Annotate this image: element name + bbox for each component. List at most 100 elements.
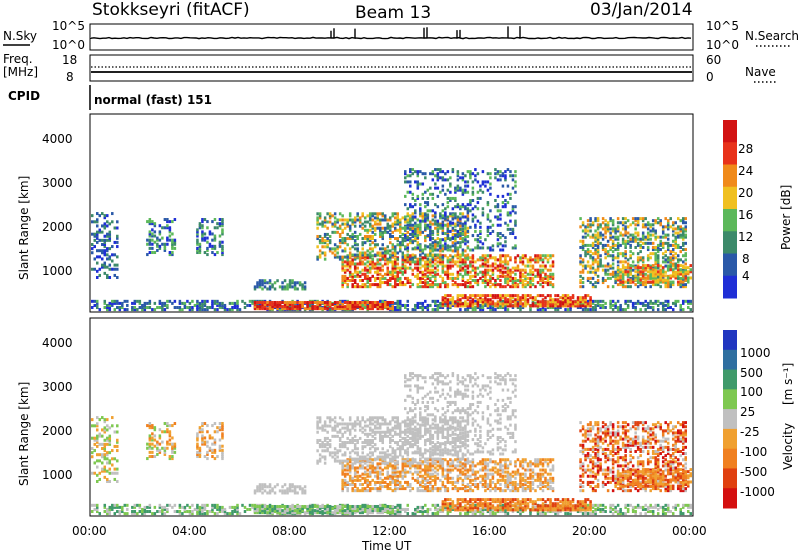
- power-cell: [363, 257, 367, 261]
- velocity-cell: [634, 505, 637, 509]
- velocity-cell: [414, 507, 417, 511]
- velocity-cell: [338, 509, 342, 513]
- power-cell: [541, 254, 545, 258]
- power-cell: [551, 276, 555, 280]
- power-cell: [328, 214, 332, 218]
- velocity-cell: [616, 512, 620, 516]
- power-cell: [394, 251, 397, 255]
- power-cell: [196, 230, 199, 234]
- power-cell: [486, 188, 490, 192]
- power-cell: [351, 232, 354, 236]
- power-cell: [198, 303, 202, 307]
- power-cell: [466, 257, 470, 261]
- power-cell: [594, 239, 597, 243]
- power-cell: [484, 258, 487, 262]
- power-cell: [286, 305, 289, 309]
- velocity-cell: [586, 512, 590, 516]
- power-cell: [536, 272, 540, 276]
- power-cell: [198, 242, 202, 246]
- velocity-cell: [619, 510, 622, 514]
- velocity-cell: [328, 512, 332, 516]
- power-cell: [524, 283, 527, 287]
- power-cell: [584, 225, 587, 229]
- power-cell: [641, 231, 645, 235]
- power-cell: [421, 301, 425, 305]
- power-cell: [98, 238, 102, 242]
- power-cell: [654, 229, 657, 233]
- velocity-cell: [356, 504, 359, 508]
- power-cell: [406, 223, 410, 227]
- power-cell: [461, 253, 465, 257]
- velocity-cell: [596, 503, 600, 507]
- power-cell: [454, 260, 457, 264]
- power-cell: [351, 220, 354, 224]
- power-cell: [499, 294, 502, 298]
- power-cell: [404, 270, 407, 274]
- power-cell: [639, 250, 642, 254]
- cpid-value: normal (fast) 151: [94, 93, 212, 107]
- power-cell: [509, 196, 512, 200]
- power-cell: [464, 228, 467, 232]
- power-cell: [411, 257, 415, 261]
- power-cell: [303, 285, 307, 289]
- velocity-cell: [273, 507, 277, 511]
- velocity-cell: [268, 507, 272, 511]
- power-cell: [456, 188, 460, 192]
- power-cell: [446, 276, 450, 280]
- power-cell: [646, 280, 650, 284]
- power-cell: [611, 308, 615, 312]
- power-cell: [621, 254, 625, 258]
- velocity-cell: [191, 512, 194, 516]
- power-cell: [629, 245, 632, 249]
- velocity-cell: [626, 510, 630, 514]
- power-cell: [636, 266, 640, 270]
- power-cell: [444, 300, 447, 304]
- velocity-cell: [261, 507, 264, 511]
- power-cell: [426, 216, 430, 220]
- power-cell: [676, 283, 680, 287]
- power-cell: [404, 303, 407, 307]
- power-cell: [494, 168, 497, 172]
- power-cell: [584, 227, 587, 231]
- power-cell: [421, 276, 425, 280]
- power-cell: [484, 276, 487, 280]
- power-cell: [586, 278, 590, 282]
- power-cell: [486, 268, 490, 272]
- power-cell: [576, 304, 580, 308]
- power-cell: [211, 232, 214, 236]
- power-cell: [343, 274, 347, 278]
- power-cell: [376, 305, 379, 309]
- power-cell: [471, 274, 475, 278]
- power-cell: [246, 303, 249, 307]
- power-cell: [411, 240, 415, 244]
- power-cell: [626, 231, 630, 235]
- power-cell: [616, 266, 620, 270]
- power-cell: [596, 260, 600, 264]
- power-cell: [373, 305, 377, 309]
- power-cell: [113, 301, 117, 305]
- power-cell: [506, 192, 510, 196]
- power-cell: [616, 283, 620, 287]
- power-cell: [456, 234, 460, 238]
- velocity-cell: [346, 511, 349, 515]
- power-cell: [656, 278, 660, 282]
- power-cell: [158, 224, 162, 228]
- power-cell: [506, 283, 510, 287]
- power-cell: [416, 268, 420, 272]
- power-cell: [549, 298, 552, 302]
- power-cell: [496, 223, 500, 227]
- power-cell: [501, 274, 505, 278]
- power-cell: [669, 262, 672, 266]
- power-cell: [589, 223, 592, 227]
- power-cell: [654, 256, 657, 260]
- power-cell: [353, 305, 357, 309]
- power-cell: [586, 225, 590, 229]
- power-cell: [671, 262, 675, 266]
- power-cell: [594, 308, 597, 312]
- power-cell: [621, 280, 625, 284]
- power-cell: [549, 281, 552, 285]
- power-cell: [501, 194, 505, 198]
- power-cell: [681, 233, 685, 237]
- power-cell: [586, 219, 590, 223]
- power-cell: [681, 227, 685, 231]
